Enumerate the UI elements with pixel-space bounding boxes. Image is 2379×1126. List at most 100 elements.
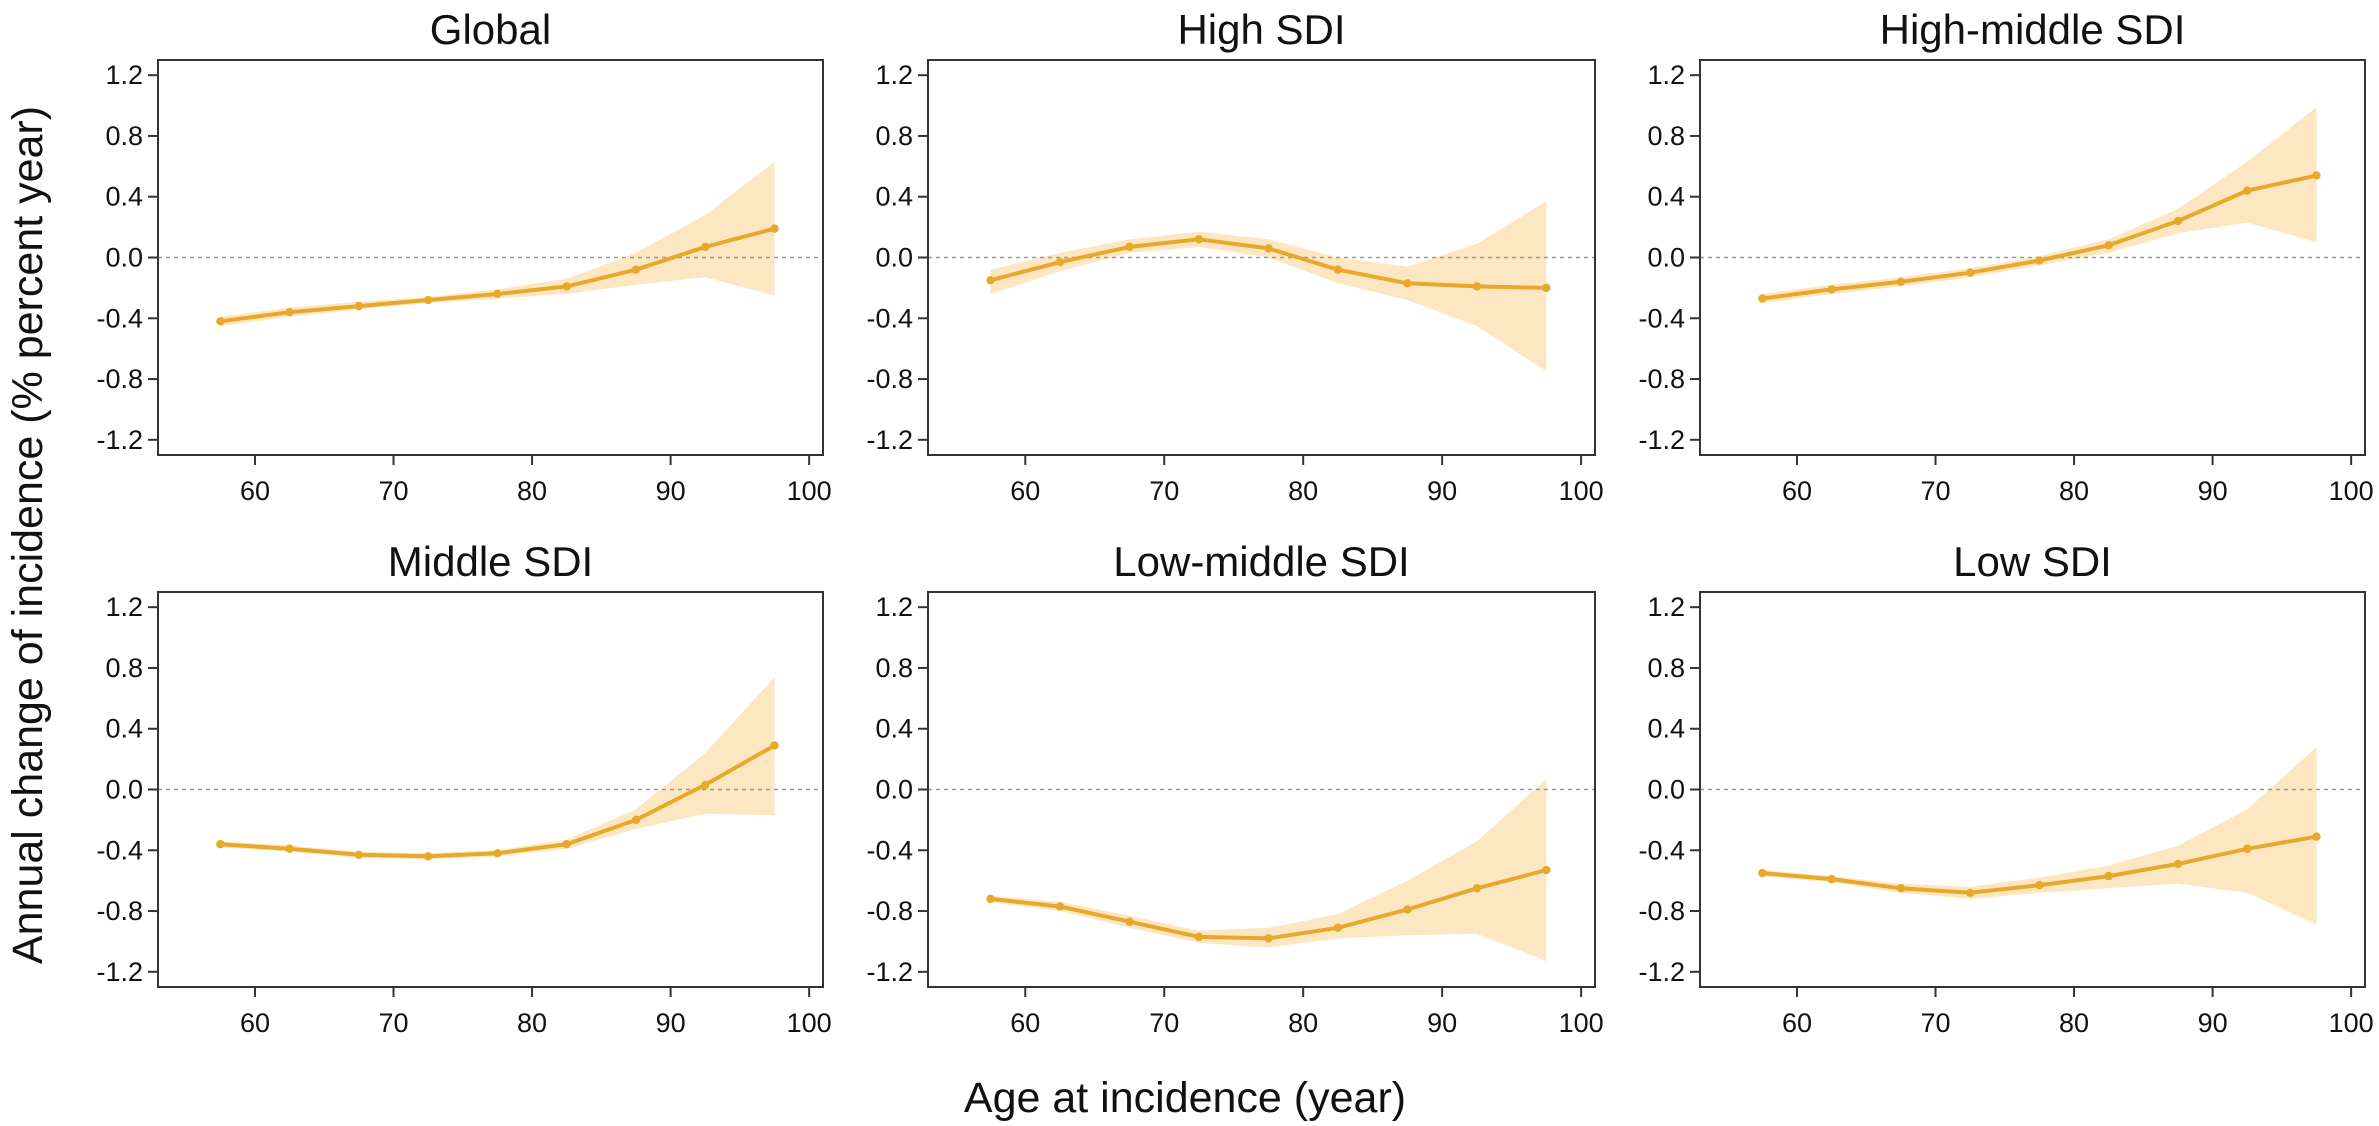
y-tick-label: -0.8 (96, 896, 143, 926)
x-tick-label: 90 (656, 476, 686, 506)
data-point (770, 224, 779, 233)
y-tick-label: -0.8 (1638, 364, 1685, 394)
panel-title: Middle SDI (388, 538, 593, 585)
data-point (631, 265, 641, 274)
chart-panel: Low-middle SDI 1.2 0.8 0.4 0.0 -0.4 -0.8 -1.2 60… (866, 538, 1603, 1038)
data-point (2104, 871, 2113, 881)
data-point (2173, 216, 2183, 226)
y-tick-label: 1.2 (1647, 60, 1685, 90)
x-tick-label: 100 (787, 476, 832, 506)
y-tick-label: 0.4 (105, 182, 143, 212)
y-axis-title: Annual change of incidence (% percent ye… (4, 106, 52, 964)
data-point (423, 295, 433, 305)
panel-title: Low-middle SDI (1113, 538, 1409, 585)
data-point (1472, 282, 1482, 291)
y-tick-label: 0.8 (1647, 121, 1685, 151)
y-tick-label: -0.4 (866, 303, 913, 333)
data-point (2173, 859, 2183, 869)
y-tick-label: 0.4 (1647, 182, 1685, 212)
data-point (1758, 868, 1767, 878)
data-point (701, 780, 710, 790)
data-point (1403, 905, 1412, 914)
data-point (354, 301, 364, 311)
confidence-band (1762, 107, 2317, 304)
data-point (2035, 881, 2044, 890)
x-tick-label: 80 (2059, 476, 2089, 506)
data-point (1827, 285, 1836, 294)
data-point (562, 282, 571, 291)
confidence-band (990, 778, 1547, 962)
y-tick-label: -0.8 (96, 364, 143, 394)
chart-panel: Middle SDI 1.2 0.8 0.4 0.0 -0.4 -0.8 -1.2 60 70 80… (96, 538, 831, 1038)
data-point (1055, 902, 1065, 911)
data-point (1965, 268, 1975, 277)
data-point (2312, 171, 2321, 180)
x-tick-label: 90 (1427, 476, 1457, 506)
x-tick-label: 80 (2059, 1008, 2089, 1038)
y-tick-label: -0.4 (96, 835, 143, 865)
y-tick-label: 0.0 (1647, 775, 1685, 805)
y-tick-label: 0.0 (875, 243, 913, 273)
x-tick-label: 70 (378, 476, 408, 506)
data-point (1333, 923, 1343, 932)
data-point (493, 849, 502, 858)
y-tick-label: 1.2 (875, 60, 913, 90)
y-tick-label: -1.2 (1638, 425, 1685, 455)
confidence-band (220, 677, 775, 860)
y-tick-label: -0.4 (96, 303, 143, 333)
x-tick-label: 60 (240, 1008, 270, 1038)
x-tick-label: 100 (1559, 476, 1604, 506)
x-tick-label: 60 (240, 476, 270, 506)
data-point (1896, 277, 1906, 287)
panel-title: High-middle SDI (1880, 6, 2186, 53)
x-axis-title: Age at incidence (year) (964, 1074, 1406, 1122)
y-tick-label: 0.0 (105, 775, 143, 805)
x-tick-label: 70 (378, 1008, 408, 1038)
data-point (1333, 265, 1343, 274)
data-point (1403, 279, 1412, 288)
data-point (354, 850, 364, 860)
data-point (1264, 244, 1273, 253)
x-tick-label: 100 (787, 1008, 832, 1038)
x-tick-label: 60 (1782, 1008, 1812, 1038)
x-tick-label: 60 (1782, 476, 1812, 506)
y-tick-label: -1.2 (96, 425, 143, 455)
data-point (216, 317, 225, 326)
y-tick-label: -1.2 (866, 957, 913, 987)
chart-panel: High SDI 1.2 0.8 0.4 0.0 -0.4 -0.8 -1.2 60 70 80 90… (866, 6, 1603, 506)
data-point (1542, 283, 1551, 293)
data-point (2243, 844, 2252, 853)
data-point (2104, 241, 2113, 250)
y-tick-label: 1.2 (105, 60, 143, 90)
data-point (631, 815, 641, 825)
x-tick-label: 70 (1920, 476, 1950, 506)
y-tick-label: 0.4 (875, 182, 913, 212)
y-tick-label: -1.2 (866, 425, 913, 455)
data-point (1264, 934, 1273, 943)
y-tick-label: -1.2 (96, 957, 143, 987)
panel-title: Low SDI (1953, 538, 2112, 585)
data-point (2312, 832, 2321, 841)
x-tick-label: 100 (2329, 476, 2374, 506)
data-point (285, 844, 294, 853)
data-point (1125, 917, 1134, 926)
x-tick-label: 90 (2198, 1008, 2228, 1038)
data-point (423, 852, 433, 861)
data-point (1055, 257, 1065, 267)
y-tick-label: 0.8 (1647, 653, 1685, 683)
y-tick-label: 0.8 (875, 121, 913, 151)
chart-panel: Global 1.2 0.8 0.4 0.0 -0.4 -0.8 -1.2 60 70 80 90 10… (96, 6, 831, 506)
data-point (1896, 884, 1906, 893)
chart-panel: Low SDI 1.2 0.8 0.4 0.0 -0.4 -0.8 -1.2 60 70 80 90 1… (1638, 538, 2373, 1038)
data-point (493, 289, 502, 299)
y-tick-label: 0.8 (875, 653, 913, 683)
y-tick-label: -0.8 (866, 896, 913, 926)
x-tick-label: 80 (1288, 1008, 1318, 1038)
confidence-band (1762, 747, 2317, 925)
panels: Global 1.2 0.8 0.4 0.0 -0.4 -0.8 -1.2 60 70 80 90 10… (96, 6, 2373, 1038)
data-point (285, 307, 294, 317)
y-tick-label: 0.0 (1647, 243, 1685, 273)
x-tick-label: 90 (2198, 476, 2228, 506)
x-tick-label: 100 (1559, 1008, 1604, 1038)
x-tick-label: 70 (1149, 1008, 1179, 1038)
